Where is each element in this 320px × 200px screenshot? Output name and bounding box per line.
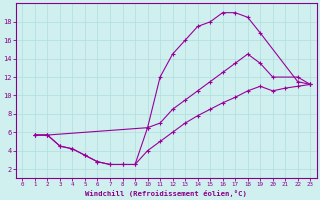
- X-axis label: Windchill (Refroidissement éolien,°C): Windchill (Refroidissement éolien,°C): [85, 190, 247, 197]
